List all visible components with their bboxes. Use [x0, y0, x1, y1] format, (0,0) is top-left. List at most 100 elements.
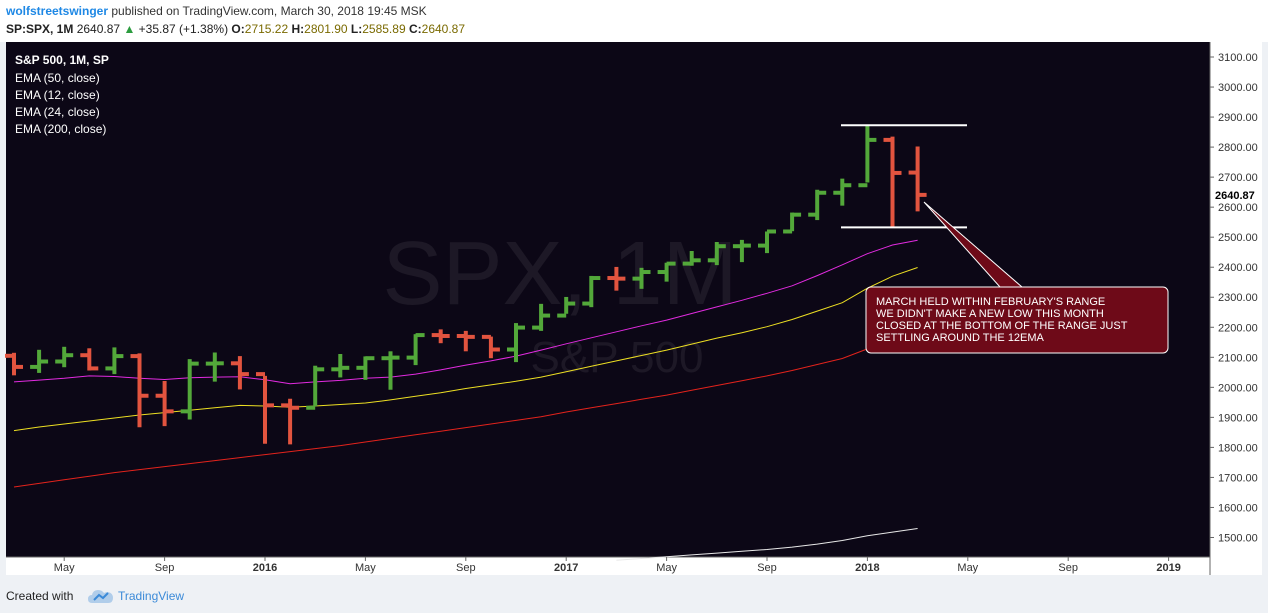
price-tick-label: 1900.00 [1218, 412, 1258, 424]
ohlc-bar [582, 275, 601, 308]
callout-line-1: MARCH HELD WITHIN FEBRUARY'S RANGE [876, 296, 1105, 308]
publisher-line: wolfstreetswinger published on TradingVi… [6, 4, 427, 18]
time-tick-label: Sep [155, 562, 175, 574]
ohlc-bar [281, 398, 300, 445]
ohlc-bar [883, 136, 902, 228]
high-value: 2801.90 [304, 22, 348, 36]
ohlc-bar [30, 349, 49, 373]
created-with-text: Created with [6, 589, 74, 603]
price-tick-label: 1500.00 [1218, 532, 1258, 544]
price-tick-label: 2700.00 [1218, 172, 1258, 184]
price-tick-label: 3000.00 [1218, 82, 1258, 94]
price-tick-label: 2100.00 [1218, 352, 1258, 364]
description-watermark: S&P 500 [531, 333, 704, 382]
callout-line-4: SETTLING AROUND THE 12EMA [876, 332, 1045, 344]
time-tick-label: 2017 [554, 562, 578, 574]
chart-header: wolfstreetswinger published on TradingVi… [0, 0, 1268, 42]
ohlc-bar [858, 125, 877, 188]
time-axis-labels: May Sep 2016 May Sep 2017 May Sep 2018 May Sep 2019 [54, 557, 1181, 574]
last-price-marker [1211, 187, 1261, 202]
time-axis[interactable] [6, 557, 1210, 575]
ohlc-bar [356, 356, 375, 380]
ohlc-bar [908, 146, 927, 212]
ema12-line [13, 239, 918, 385]
ema200-line [616, 528, 918, 561]
price-axis[interactable] [1210, 42, 1262, 575]
last-price-label: 2640.87 [1215, 190, 1255, 202]
ohlc-bar [707, 241, 726, 266]
ohlc-bar [431, 329, 450, 344]
ohlc-bar [5, 352, 23, 376]
legend-ema200[interactable]: EMA (200, close) [15, 122, 106, 136]
price-tick-label: 1800.00 [1218, 442, 1258, 454]
open-value: 2715.22 [244, 22, 289, 36]
legend-ema50[interactable]: EMA (50, close) [15, 71, 100, 85]
price-tick-label: 2000.00 [1218, 382, 1258, 394]
legend-ema24[interactable]: EMA (24, close) [15, 105, 100, 119]
ohlc-bar [406, 333, 425, 366]
time-tick-label: May [957, 562, 978, 574]
low-value: 2585.89 [362, 22, 406, 36]
tradingview-link[interactable]: TradingView [118, 589, 185, 603]
time-tick-label: Sep [757, 562, 777, 574]
ohlc-bar [682, 251, 701, 266]
ohlc-bar [481, 334, 500, 359]
symbol-quote-line: SP:SPX, 1M 2640.87 ▲ +35.87 (+1.38%) O:2… [6, 22, 465, 36]
callout-line-3: CLOSED AT THE BOTTOM OF THE RANGE JUST [876, 320, 1128, 332]
time-tick-label: Sep [1058, 562, 1078, 574]
callout-box [865, 286, 1169, 354]
ohlc-bar [632, 267, 651, 289]
ohlc-bar [205, 352, 224, 382]
price-chart[interactable]: SPX, 1M S&P 500 3100.00 3000.00 2900.00 280… [0, 42, 1268, 582]
price-tick-label: 3100.00 [1218, 52, 1258, 64]
legend-title: S&P 500, 1M, SP [15, 53, 109, 67]
ohlc-bar [381, 351, 400, 390]
price-tick-label: 2500.00 [1218, 232, 1258, 244]
ohlc-bar [331, 354, 350, 378]
legend: S&P 500, 1M, SP EMA (50, close) EMA (12,… [15, 53, 109, 136]
price-tick-label: 2600.00 [1218, 202, 1258, 214]
price-tick-label: 1600.00 [1218, 502, 1258, 514]
footer: Created with TradingView [0, 582, 1268, 613]
ohlc-bar [732, 239, 751, 263]
ohlc-bar [507, 323, 525, 363]
ohlc-bar [532, 303, 551, 331]
ohlc-bar [456, 330, 475, 352]
ohlc-bar [306, 365, 325, 410]
time-tick-label: May [54, 562, 75, 574]
time-tick-label: 2018 [855, 562, 879, 574]
ohlc-bar [230, 356, 249, 390]
ohlc-bar [607, 266, 626, 291]
price-change: +35.87 (+1.38%) [138, 22, 229, 36]
close-value: 2640.87 [421, 22, 466, 36]
time-tick-label: 2016 [253, 562, 277, 574]
ohlc-bar [55, 346, 74, 368]
low-label: L: [350, 22, 363, 36]
price-axis-labels: 3100.00 3000.00 2900.00 2800.00 2700.00 2600.… [1210, 52, 1261, 544]
close-label: C: [408, 22, 422, 36]
time-tick-label: Sep [456, 562, 476, 574]
ohlc-bar [155, 381, 174, 427]
publisher-link[interactable]: wolfstreetswinger [6, 4, 109, 18]
change-up-icon: ▲ [123, 22, 136, 36]
open-label: O: [231, 22, 245, 36]
tradingview-cloud-icon [88, 590, 113, 603]
ohlc-bar [180, 359, 199, 420]
ohlc-bar [130, 353, 149, 428]
ohlc-bar [657, 261, 676, 282]
price-tick-label: 2300.00 [1218, 292, 1258, 304]
price-tick-label: 2200.00 [1218, 322, 1258, 334]
callout-line-2: WE DIDN'T MAKE A NEW LOW THIS MONTH [876, 308, 1104, 320]
symbol-label: SP:SPX, 1M [6, 22, 74, 36]
price-tick-label: 2900.00 [1218, 112, 1258, 124]
price-tick-label: 2800.00 [1218, 142, 1258, 154]
annotation-callout[interactable]: MARCH HELD WITHIN FEBRUARY'S RANGE WE DI… [865, 201, 1169, 354]
high-label: H: [291, 22, 305, 36]
ohlc-bar [783, 212, 802, 234]
ema50-line [13, 334, 918, 488]
ohlc-bar [105, 347, 124, 375]
legend-ema12[interactable]: EMA (12, close) [15, 88, 100, 102]
ohlc-bar [80, 348, 99, 371]
price-tick-label: 2400.00 [1218, 262, 1258, 274]
time-tick-label: May [355, 562, 376, 574]
